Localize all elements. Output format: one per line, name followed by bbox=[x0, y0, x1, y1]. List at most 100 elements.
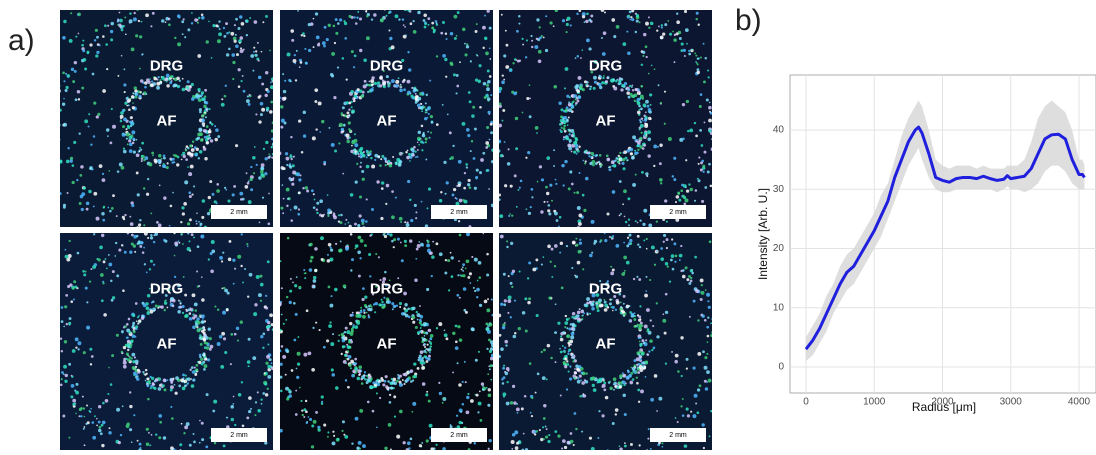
cell-dot bbox=[189, 240, 191, 242]
cell-dot bbox=[602, 77, 604, 79]
cell-dot bbox=[93, 102, 96, 105]
cell-dot bbox=[183, 18, 185, 20]
cell-dot bbox=[398, 163, 402, 167]
cell-dot bbox=[528, 262, 531, 265]
cell-dot bbox=[205, 445, 208, 448]
cell-dot bbox=[260, 398, 262, 400]
chart: Radius [μm] Intensity [Arb. U.] 01020304… bbox=[756, 75, 1096, 414]
cell-dot bbox=[124, 251, 127, 254]
cell-dot bbox=[257, 391, 259, 393]
cell-dot bbox=[425, 159, 427, 161]
cell-dot bbox=[174, 241, 178, 245]
cell-dot bbox=[264, 382, 267, 385]
cell-dot bbox=[198, 221, 200, 223]
cell-dot bbox=[96, 217, 100, 221]
cell-dot bbox=[311, 425, 314, 428]
cell-dot bbox=[321, 120, 324, 123]
cell-dot bbox=[233, 283, 235, 285]
cell-dot bbox=[88, 190, 91, 193]
cell-dot bbox=[546, 156, 550, 160]
cell-dot bbox=[609, 299, 611, 301]
cell-dot bbox=[258, 76, 262, 80]
cell-dot bbox=[135, 373, 138, 376]
cell-dot bbox=[56, 352, 58, 354]
cell-dot bbox=[327, 215, 329, 217]
cell-dot bbox=[527, 151, 530, 154]
cell-dot bbox=[702, 315, 705, 318]
cell-dot bbox=[586, 302, 589, 305]
cell-dot bbox=[387, 85, 389, 87]
cell-dot bbox=[78, 33, 80, 35]
cell-dot bbox=[246, 99, 250, 103]
cell-dot bbox=[140, 79, 144, 83]
cell-dot bbox=[707, 341, 709, 343]
cell-dot bbox=[150, 260, 153, 263]
cell-dot bbox=[137, 369, 140, 372]
cell-dot bbox=[412, 307, 415, 310]
cell-dot bbox=[414, 375, 417, 378]
cell-dot bbox=[417, 319, 419, 321]
cell-dot bbox=[467, 183, 470, 186]
cell-dot bbox=[651, 65, 653, 67]
cell-dot bbox=[452, 145, 454, 147]
cell-dot bbox=[217, 135, 220, 138]
cell-dot bbox=[586, 12, 589, 15]
cell-dot bbox=[278, 349, 281, 352]
cell-dot bbox=[641, 171, 644, 174]
micrograph: DRGAF2 mm bbox=[490, 230, 720, 450]
cell-dot bbox=[255, 50, 257, 52]
cell-dot bbox=[267, 375, 271, 379]
cell-dot bbox=[190, 378, 192, 380]
cell-dot bbox=[150, 25, 152, 27]
cell-dot bbox=[344, 22, 347, 25]
cell-dot bbox=[630, 152, 633, 155]
cell-dot bbox=[221, 332, 225, 336]
cell-dot bbox=[409, 199, 411, 201]
cell-dot bbox=[583, 393, 585, 395]
cell-dot bbox=[53, 338, 55, 340]
cell-dot bbox=[688, 275, 691, 278]
cell-dot bbox=[206, 110, 208, 112]
cell-dot bbox=[421, 442, 423, 444]
cell-dot bbox=[63, 365, 67, 369]
cell-dot bbox=[399, 89, 403, 93]
cell-dot bbox=[571, 150, 573, 152]
cell-dot bbox=[707, 69, 709, 71]
cell-dot bbox=[361, 219, 365, 223]
cell-dot bbox=[199, 108, 202, 111]
cell-dot bbox=[439, 199, 442, 202]
cell-dot bbox=[275, 101, 278, 104]
cell-dot bbox=[371, 306, 373, 308]
cell-dot bbox=[243, 90, 246, 93]
cell-dot bbox=[611, 236, 613, 238]
cell-dot bbox=[187, 166, 189, 168]
cell-dot bbox=[291, 183, 294, 186]
cell-dot bbox=[255, 113, 257, 115]
cell-dot bbox=[427, 131, 429, 133]
cell-dot bbox=[518, 15, 521, 18]
cell-dot bbox=[121, 55, 123, 57]
cell-dot bbox=[502, 382, 505, 385]
cell-dot bbox=[675, 201, 677, 203]
cell-dot bbox=[368, 314, 370, 316]
cell-dot bbox=[425, 224, 428, 227]
scale-bar-label: 2 mm bbox=[669, 432, 687, 439]
cell-dot bbox=[637, 235, 640, 238]
cell-dot bbox=[636, 152, 639, 155]
cell-dot bbox=[415, 217, 417, 219]
cell-dot bbox=[541, 263, 543, 265]
panel-label: a) bbox=[8, 24, 35, 57]
cell-dot bbox=[331, 52, 335, 56]
cell-dot bbox=[176, 163, 179, 166]
cell-dot bbox=[415, 326, 418, 329]
cell-dot bbox=[277, 304, 281, 308]
cell-dot bbox=[354, 358, 357, 361]
cell-dot bbox=[610, 272, 614, 276]
cell-dot bbox=[158, 223, 162, 227]
cell-dot bbox=[692, 414, 696, 418]
cell-dot bbox=[678, 199, 681, 202]
cell-dot bbox=[362, 315, 366, 319]
cell-dot bbox=[533, 430, 536, 433]
cell-dot bbox=[188, 172, 192, 176]
cell-dot bbox=[108, 170, 110, 172]
